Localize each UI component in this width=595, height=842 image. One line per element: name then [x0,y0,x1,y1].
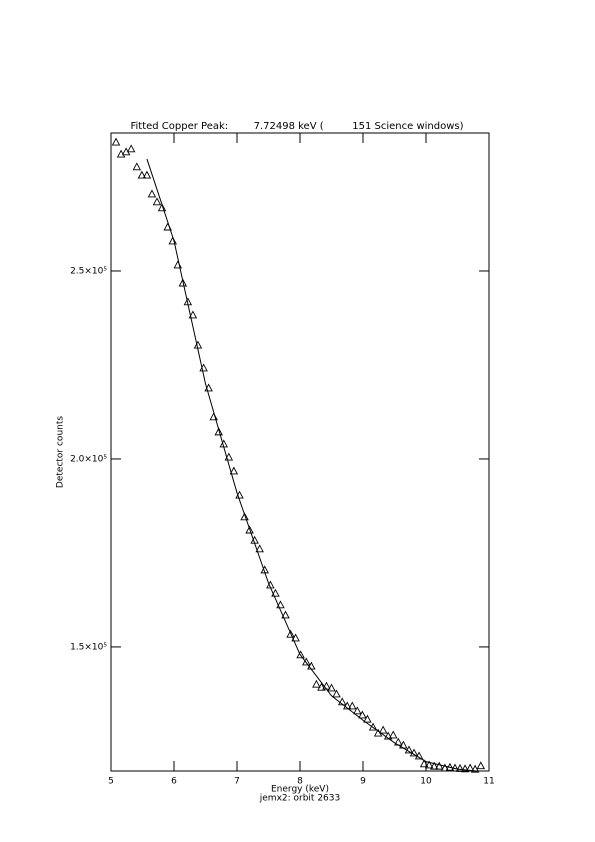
data-point [142,170,152,179]
data-point [404,745,414,754]
data-point [126,144,136,153]
data-point [429,761,439,770]
data-point [327,683,336,692]
data-point [276,600,285,609]
data-point [255,544,264,553]
x-tick-label: 9 [360,777,366,787]
data-point [229,466,239,475]
data-point [383,731,393,740]
data-point [240,512,249,521]
y-tick-label: 2.5×10⁵ [70,266,107,276]
data-point [434,761,444,770]
chart-title: Fitted Copper Peak: 7.72498 keV ( 151 Sc… [130,121,463,132]
data-point [214,427,223,436]
data-point [296,650,305,659]
data-point [286,629,295,638]
data-point [312,679,321,688]
data-point [302,657,311,666]
data-point [132,162,142,171]
plot-frame [110,132,490,772]
data-point [111,137,121,146]
x-tick-label: 5 [108,777,114,787]
data-point [378,725,388,734]
data-point [414,751,424,760]
data-point [424,760,434,769]
data-point [353,706,362,715]
data-point [465,763,475,772]
y-axis-label: Detector counts [56,416,66,488]
data-point [157,203,167,212]
data-point [245,525,254,534]
y-tick-label: 1.5×10⁵ [70,642,107,652]
x-tick-label: 7 [234,777,240,787]
y-tick-label: 2.0×10⁵ [70,454,107,464]
data-point [419,759,429,768]
data-point [332,689,341,698]
x-tick-label: 8 [297,777,303,787]
data-point [291,633,300,642]
data-point [342,701,352,710]
subtitle: jemx2: orbit 2633 [259,794,340,804]
x-axis-label: Energy (keV) [271,785,329,795]
data-point [460,764,470,773]
data-point [363,714,372,723]
data-point [193,340,203,349]
data-point [440,763,450,772]
data-point [455,763,465,772]
x-tick-label: 11 [483,777,494,787]
data-point [337,697,347,706]
x-tick-label: 10 [420,777,432,787]
data-point [152,197,162,206]
data-point [388,730,398,739]
data-point [281,610,290,619]
data-point [137,170,147,179]
data-point [348,701,357,710]
data-point [409,748,419,757]
data-point [476,761,486,770]
x-tick-label: 6 [171,777,177,787]
data-point [168,236,177,245]
data-point [358,710,367,719]
data-point [271,588,280,597]
data-point [147,189,157,198]
data-point [178,278,188,287]
data-point [317,682,326,691]
data-point [188,310,198,319]
fit-line [146,158,477,772]
